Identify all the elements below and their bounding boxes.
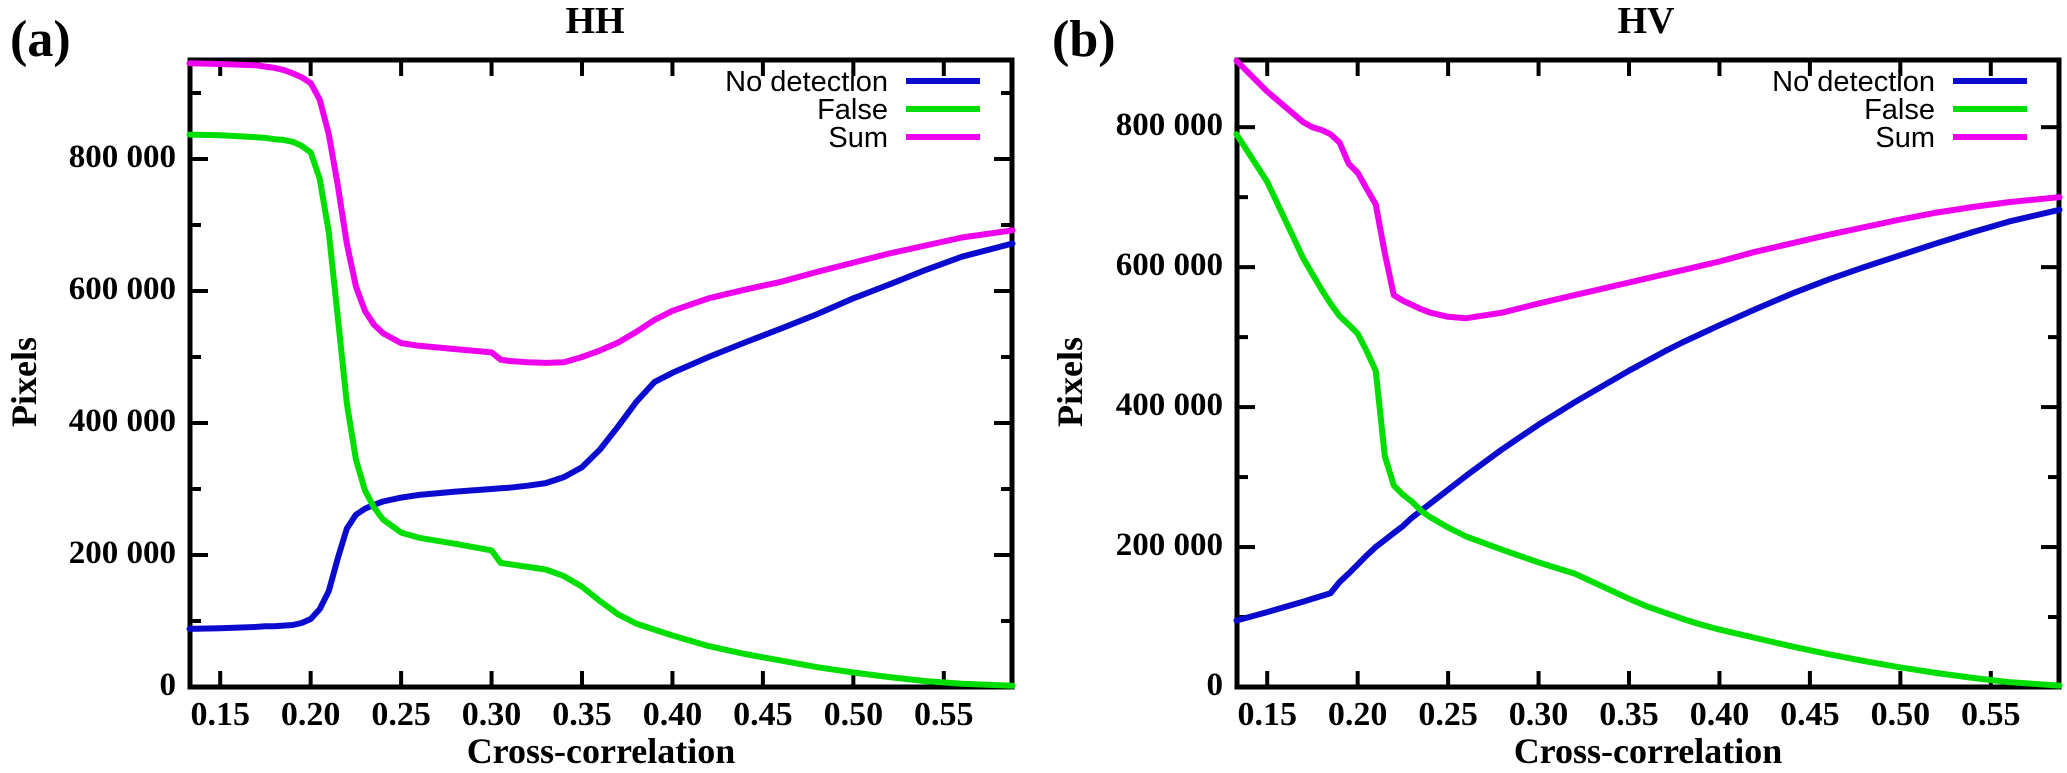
legend-label-false: False [817,94,888,126]
x-tick-label: 0.20 [280,696,341,733]
y-tick-label: 200 000 [1115,527,1223,564]
series-line-no-detection [1233,206,2063,624]
x-tick-label: 0.35 [1599,696,1659,733]
x-tick-label: 0.45 [1780,696,1840,733]
x-tick-label: 0.40 [642,696,703,733]
x-tick-label: 0.55 [914,696,974,733]
series-line-false [186,131,1016,689]
y-tick-label: 800 000 [68,139,176,175]
plot-border [1234,57,2062,690]
legend-label-sum: Sum [828,122,888,154]
x-tick-label: 0.25 [1418,696,1478,733]
y-tick-label: 0 [1206,667,1224,703]
legend-label-false: False [1864,94,1935,126]
chart-b-title: HV [1617,0,1675,42]
legend-label-no-detection: No detection [1772,66,1935,98]
chart-b-x-axis-label: Cross-correlation [1513,731,1783,771]
chart-a-title: HH [565,0,625,42]
x-tick-label: 0.50 [1870,696,1931,733]
series-line-no-detection [186,240,1016,632]
plot-border [187,57,1015,690]
legend-label-sum: Sum [1875,122,1935,154]
series-line-sum [186,60,1016,366]
x-tick-label: 0.45 [733,696,793,733]
x-tick-label: 0.40 [1689,696,1750,733]
y-tick-label: 200 000 [68,535,176,571]
y-tick-label: 600 000 [1115,247,1223,284]
x-tick-label: 0.15 [190,696,250,733]
y-tick-label: 600 000 [68,271,176,307]
y-tick-label: 800 000 [1115,107,1223,144]
x-tick-label: 0.50 [823,696,884,733]
y-tick-label: 0 [159,667,177,703]
panel-b-label: (b) [1052,11,1116,68]
x-tick-label: 0.35 [552,696,612,733]
panel-a-label: (a) [10,11,71,68]
x-tick-label: 0.15 [1237,696,1297,733]
legend-label-no-detection: No detection [725,66,888,98]
x-tick-label: 0.20 [1327,696,1388,733]
x-tick-label: 0.30 [1508,696,1569,733]
y-tick-label: 400 000 [1115,387,1223,424]
series-line-false [1233,131,2063,689]
y-tick-label: 400 000 [68,403,176,439]
x-tick-label: 0.30 [461,696,522,733]
series-line-sum [1233,57,2063,322]
x-tick-label: 0.25 [371,696,431,733]
chart-a-x-axis-label: Cross-correlation [466,731,736,771]
x-tick-label: 0.55 [1961,696,2021,733]
